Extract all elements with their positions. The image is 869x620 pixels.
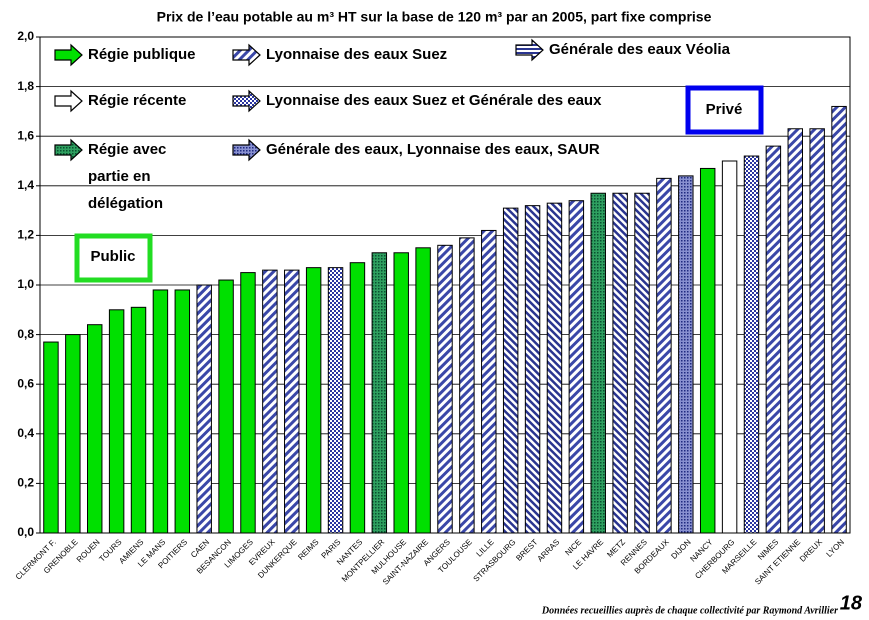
legend-swatch bbox=[54, 43, 83, 67]
y-tick-label: 2,0 bbox=[17, 29, 34, 43]
bar bbox=[743, 155, 760, 534]
legend-swatch bbox=[232, 138, 261, 162]
bar bbox=[349, 262, 366, 534]
bar bbox=[65, 334, 81, 534]
legend-item: Régie récente bbox=[54, 89, 186, 113]
bar bbox=[371, 252, 388, 534]
footer: Données recueillies auprès de chaque col… bbox=[541, 605, 838, 616]
x-tick-label: REIMS bbox=[296, 538, 320, 562]
legend-swatch bbox=[54, 138, 83, 162]
bar bbox=[524, 205, 541, 534]
bar bbox=[787, 128, 803, 534]
legend-label: délégation bbox=[88, 195, 163, 212]
legend-label: partie en bbox=[88, 168, 151, 185]
legend-label: Générale des eaux, Lyonnaise des eaux, S… bbox=[266, 141, 600, 158]
annotation-box bbox=[685, 85, 764, 135]
legend-item: Générale des eaux Véolia bbox=[515, 38, 731, 62]
chart-title: Prix de l’eau potable au m³ HT sur la ba… bbox=[157, 9, 712, 25]
bar bbox=[108, 309, 125, 534]
x-tick-label: LYON bbox=[825, 537, 847, 559]
bar bbox=[415, 247, 431, 534]
y-tick-label: 1,2 bbox=[17, 228, 34, 242]
annotation-box bbox=[74, 233, 153, 283]
bar bbox=[699, 167, 716, 534]
bar bbox=[327, 267, 344, 534]
legend-item: Régie avec partie en délégation bbox=[54, 138, 166, 212]
bar bbox=[546, 202, 563, 534]
bar bbox=[43, 341, 59, 534]
bar bbox=[568, 200, 585, 534]
bar bbox=[152, 289, 169, 534]
bar bbox=[305, 267, 322, 534]
legend-label: Lyonnaise des eaux Suez bbox=[266, 46, 447, 63]
y-tick-label: 0,8 bbox=[17, 327, 34, 341]
bar bbox=[218, 279, 234, 534]
legend-swatch bbox=[232, 89, 261, 113]
legend-label: Régie récente bbox=[88, 92, 186, 109]
y-tick-label: 1,0 bbox=[17, 277, 34, 291]
bar bbox=[481, 229, 497, 534]
page-number: 18 bbox=[840, 592, 863, 614]
bar bbox=[87, 324, 103, 534]
bar bbox=[130, 306, 147, 534]
bar bbox=[459, 237, 475, 534]
y-tick-label: 0,2 bbox=[17, 476, 34, 490]
y-tick-label: 1,6 bbox=[17, 128, 34, 142]
x-tick-label: DREUX bbox=[798, 537, 825, 564]
bar bbox=[721, 160, 738, 534]
legend-label: Lyonnaise des eaux Suez et Générale des … bbox=[266, 92, 602, 109]
y-tick-label: 0,6 bbox=[17, 376, 34, 390]
bar bbox=[809, 128, 825, 534]
x-tick-label: DUNKERQUE bbox=[256, 538, 299, 581]
legend-swatch bbox=[232, 43, 261, 67]
legend-swatch bbox=[515, 38, 544, 62]
bar bbox=[831, 105, 847, 534]
y-tick-label: 1,8 bbox=[17, 79, 34, 93]
bar bbox=[678, 175, 694, 534]
x-tick-label: ROUEN bbox=[75, 537, 102, 564]
bar bbox=[502, 207, 519, 534]
bar bbox=[765, 145, 782, 534]
annotation: Privé bbox=[706, 101, 743, 118]
x-tick-label: NICE bbox=[563, 538, 583, 558]
bar bbox=[240, 272, 256, 534]
legend-label: Régie publique bbox=[88, 46, 196, 63]
bar bbox=[284, 269, 300, 534]
y-tick-label: 0,0 bbox=[17, 525, 34, 539]
y-tick-label: 0,4 bbox=[17, 426, 34, 440]
bar bbox=[590, 192, 606, 534]
bar bbox=[437, 244, 453, 534]
bar bbox=[656, 177, 672, 534]
legend-label: Générale des eaux Véolia bbox=[549, 41, 731, 58]
legend-item: Régie publique bbox=[54, 43, 196, 67]
legend-label: Régie avec bbox=[88, 141, 166, 158]
annotation: Public bbox=[90, 248, 135, 265]
y-tick-label: 1,4 bbox=[17, 178, 34, 192]
x-tick-label: BREST bbox=[514, 537, 539, 562]
bar bbox=[634, 192, 650, 534]
legend-item: Lyonnaise des eaux Suez et Générale des … bbox=[232, 89, 602, 113]
legend-item: Lyonnaise des eaux Suez bbox=[232, 43, 447, 67]
x-tick-label: ARRAS bbox=[536, 538, 562, 564]
legend-swatch bbox=[54, 89, 83, 113]
bar bbox=[612, 192, 628, 534]
bar bbox=[393, 252, 409, 534]
bar bbox=[262, 269, 278, 534]
bar bbox=[174, 289, 191, 534]
bar bbox=[196, 284, 212, 534]
legend-item: Générale des eaux, Lyonnaise des eaux, S… bbox=[232, 138, 600, 162]
